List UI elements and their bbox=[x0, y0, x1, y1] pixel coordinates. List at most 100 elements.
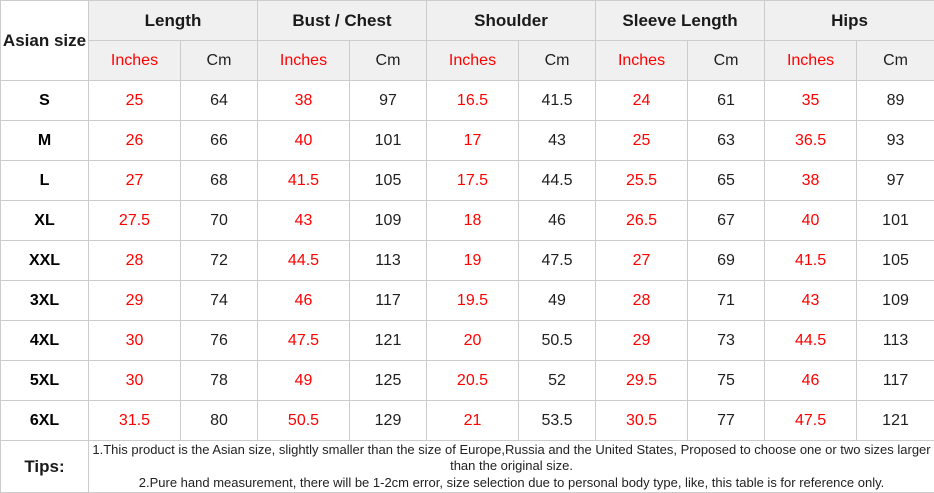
inches-value-cell: 47.5 bbox=[257, 320, 350, 361]
table-row: L 27 68 41.5 105 17.5 44.5 25.5 65 38 97 bbox=[0, 160, 934, 201]
inches-value-cell: 47.5 bbox=[764, 400, 858, 441]
table-row: XXL 28 72 44.5 113 19 47.5 27 69 41.5 105 bbox=[0, 240, 934, 281]
cm-value-cell: 101 bbox=[349, 120, 427, 161]
inches-value-cell: 20.5 bbox=[426, 360, 519, 401]
cm-value-cell: 74 bbox=[180, 280, 258, 321]
size-label-cell: XXL bbox=[0, 240, 89, 281]
cm-value-cell: 109 bbox=[349, 200, 427, 241]
inches-value-cell: 30 bbox=[88, 320, 181, 361]
table-row: XL 27.5 70 43 109 18 46 26.5 67 40 101 bbox=[0, 200, 934, 241]
cm-value-cell: 44.5 bbox=[517, 160, 597, 201]
cm-value-cell: 93 bbox=[856, 120, 934, 161]
inches-value-cell: 17.5 bbox=[426, 160, 519, 201]
cm-value-cell: 101 bbox=[856, 200, 934, 241]
tips-text-cell: 1.This product is the Asian size, slight… bbox=[87, 440, 934, 493]
cm-value-cell: 105 bbox=[856, 240, 934, 281]
inches-value-cell: 46 bbox=[257, 280, 350, 321]
unit-header-cm: Cm bbox=[349, 40, 427, 81]
inches-value-cell: 35 bbox=[764, 80, 858, 121]
cm-value-cell: 78 bbox=[180, 360, 258, 401]
group-header-row: Asian size Length Bust / Chest Shoulder … bbox=[0, 0, 934, 81]
cm-value-cell: 113 bbox=[856, 320, 934, 361]
table-header: Asian size Length Bust / Chest Shoulder … bbox=[0, 0, 934, 81]
cm-value-cell: 121 bbox=[856, 400, 934, 441]
size-label-cell: XL bbox=[0, 200, 89, 241]
cm-value-cell: 53.5 bbox=[517, 400, 597, 441]
unit-header-cm: Cm bbox=[517, 40, 597, 81]
cm-value-cell: 117 bbox=[856, 360, 934, 401]
unit-header-cm: Cm bbox=[856, 40, 934, 81]
cm-value-cell: 67 bbox=[687, 200, 766, 241]
inches-value-cell: 25 bbox=[595, 120, 689, 161]
cm-value-cell: 97 bbox=[856, 160, 934, 201]
size-label-cell: M bbox=[0, 120, 89, 161]
tips-note-1: 1.This product is the Asian size, slight… bbox=[92, 441, 931, 474]
cm-value-cell: 66 bbox=[180, 120, 258, 161]
inches-value-cell: 28 bbox=[88, 240, 181, 281]
cm-value-cell: 117 bbox=[349, 280, 427, 321]
cm-value-cell: 64 bbox=[180, 80, 258, 121]
tips-note-2: 2.Pure hand measurement, there will be 1… bbox=[138, 474, 885, 490]
unit-header-cm: Cm bbox=[687, 40, 766, 81]
table-row: S 25 64 38 97 16.5 41.5 24 61 35 89 bbox=[0, 80, 934, 121]
inches-value-cell: 18 bbox=[426, 200, 519, 241]
inches-value-cell: 44.5 bbox=[257, 240, 350, 281]
inches-value-cell: 25.5 bbox=[595, 160, 689, 201]
inches-value-cell: 26.5 bbox=[595, 200, 689, 241]
inches-value-cell: 16.5 bbox=[426, 80, 519, 121]
cm-value-cell: 63 bbox=[687, 120, 766, 161]
table-row: 3XL 29 74 46 117 19.5 49 28 71 43 109 bbox=[0, 280, 934, 321]
inches-value-cell: 27 bbox=[595, 240, 689, 281]
cm-value-cell: 75 bbox=[687, 360, 766, 401]
size-label-cell: L bbox=[0, 160, 89, 201]
cm-value-cell: 73 bbox=[687, 320, 766, 361]
cm-value-cell: 52 bbox=[517, 360, 597, 401]
inches-value-cell: 29 bbox=[88, 280, 181, 321]
cm-value-cell: 70 bbox=[180, 200, 258, 241]
cm-value-cell: 50.5 bbox=[517, 320, 597, 361]
tips-footer: Tips: 1.This product is the Asian size, … bbox=[0, 440, 934, 493]
cm-value-cell: 61 bbox=[687, 80, 766, 121]
inches-value-cell: 36.5 bbox=[764, 120, 858, 161]
size-label-cell: 5XL bbox=[0, 360, 89, 401]
inches-value-cell: 40 bbox=[764, 200, 858, 241]
unit-header-row: Inches Cm Inches Cm Inches Cm Inches Cm … bbox=[1, 40, 934, 81]
inches-value-cell: 49 bbox=[257, 360, 350, 401]
inches-value-cell: 43 bbox=[257, 200, 350, 241]
unit-header-inches: Inches bbox=[257, 40, 350, 81]
inches-value-cell: 43 bbox=[764, 280, 858, 321]
cm-value-cell: 71 bbox=[687, 280, 766, 321]
cm-value-cell: 105 bbox=[349, 160, 427, 201]
cm-value-cell: 43 bbox=[517, 120, 597, 161]
unit-header-inches: Inches bbox=[595, 40, 689, 81]
table-row: M 26 66 40 101 17 43 25 63 36.5 93 bbox=[0, 120, 934, 161]
size-rows-body: S 25 64 38 97 16.5 41.5 24 61 35 89 M 26 66 40 101 17 43 2… bbox=[0, 80, 934, 441]
cm-value-cell: 97 bbox=[349, 80, 427, 121]
inches-value-cell: 27.5 bbox=[88, 200, 181, 241]
inches-value-cell: 38 bbox=[257, 80, 350, 121]
inches-value-cell: 21 bbox=[426, 400, 519, 441]
cm-value-cell: 76 bbox=[180, 320, 258, 361]
size-label-cell: 6XL bbox=[0, 400, 89, 441]
inches-value-cell: 20 bbox=[426, 320, 519, 361]
cm-value-cell: 69 bbox=[687, 240, 766, 281]
inches-value-cell: 41.5 bbox=[764, 240, 858, 281]
unit-header-inches: Inches bbox=[88, 40, 181, 81]
tips-row: Tips: 1.This product is the Asian size, … bbox=[0, 440, 934, 493]
cm-value-cell: 125 bbox=[349, 360, 427, 401]
group-header-bust-chest: Bust / Chest bbox=[257, 0, 427, 41]
inches-value-cell: 30.5 bbox=[595, 400, 689, 441]
cm-value-cell: 65 bbox=[687, 160, 766, 201]
tips-label: Tips: bbox=[0, 440, 89, 493]
cm-value-cell: 121 bbox=[349, 320, 427, 361]
inches-value-cell: 19 bbox=[426, 240, 519, 281]
inches-value-cell: 38 bbox=[764, 160, 858, 201]
cm-value-cell: 89 bbox=[856, 80, 934, 121]
corner-header-asian-size: Asian size bbox=[0, 0, 89, 81]
inches-value-cell: 41.5 bbox=[257, 160, 350, 201]
cm-value-cell: 47.5 bbox=[517, 240, 597, 281]
cm-value-cell: 72 bbox=[180, 240, 258, 281]
inches-value-cell: 44.5 bbox=[764, 320, 858, 361]
inches-value-cell: 19.5 bbox=[426, 280, 519, 321]
